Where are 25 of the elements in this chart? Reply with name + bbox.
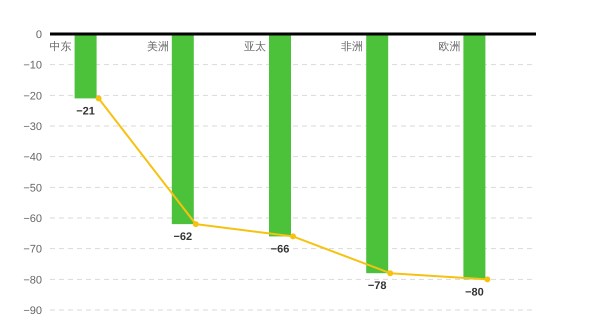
y-tick-label: −40 xyxy=(23,152,42,164)
y-tick-label: −60 xyxy=(23,213,42,225)
data-label: −62 xyxy=(173,231,192,244)
y-tick-label: −70 xyxy=(23,244,42,256)
x-tick-label: 非洲 xyxy=(341,40,364,53)
y-tick-label: −10 xyxy=(23,60,42,72)
y-tick-label: −90 xyxy=(23,305,42,317)
y-tick-label: −30 xyxy=(23,121,42,133)
data-label: −78 xyxy=(368,280,387,292)
x-tick-label: 美洲 xyxy=(146,40,169,53)
point xyxy=(290,233,296,240)
y-tick-label: 0 xyxy=(36,29,42,41)
x-tick-label: 欧洲 xyxy=(438,40,460,53)
point xyxy=(484,276,490,282)
point xyxy=(192,221,199,228)
y-tick-label: −20 xyxy=(23,90,42,102)
x-tick-label: 中东 xyxy=(50,40,72,53)
point xyxy=(387,270,394,276)
x-tick-label: 亚太 xyxy=(244,40,266,53)
data-label: −21 xyxy=(76,105,95,118)
data-label: −66 xyxy=(270,243,290,256)
y-tick-label: −50 xyxy=(23,182,42,194)
point xyxy=(96,95,102,102)
data-label: −80 xyxy=(465,286,484,298)
y-tick-label: −80 xyxy=(23,274,42,286)
